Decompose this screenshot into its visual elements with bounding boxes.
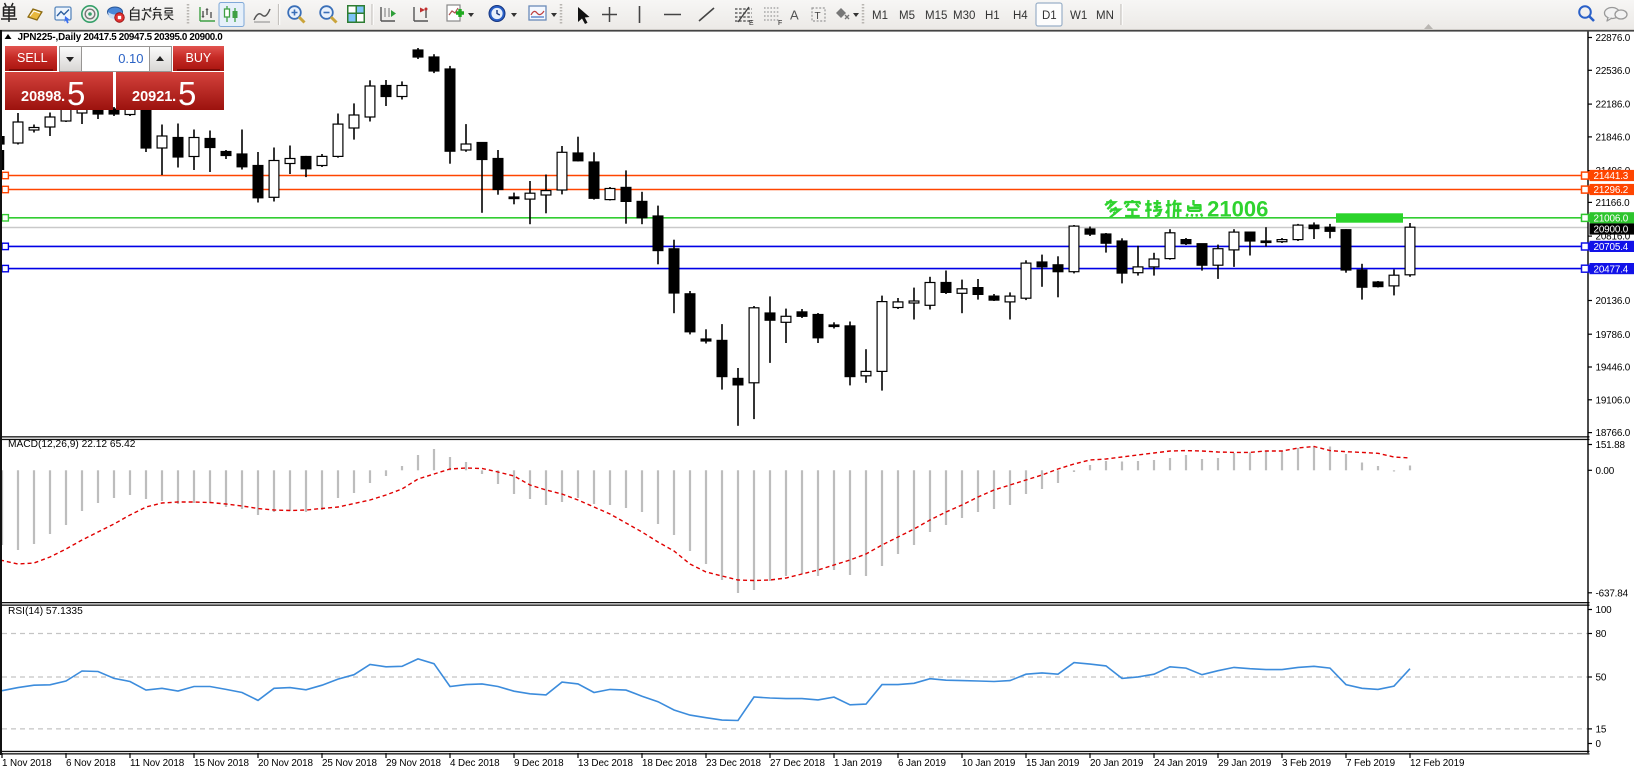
svg-text:6 Nov 2018: 6 Nov 2018	[66, 758, 116, 769]
svg-text:20 Nov 2018: 20 Nov 2018	[258, 758, 314, 769]
svg-text:1 Jan 2019: 1 Jan 2019	[834, 758, 882, 769]
svg-text:50: 50	[1596, 673, 1607, 684]
svg-text:13 Dec 2018: 13 Dec 2018	[578, 758, 634, 769]
svg-text:3 Feb 2019: 3 Feb 2019	[1282, 758, 1332, 769]
svg-text:M1: M1	[872, 10, 888, 22]
svg-text:JPN225-,Daily: JPN225-,Daily	[18, 32, 82, 43]
svg-text:4 Dec 2018: 4 Dec 2018	[450, 758, 500, 769]
svg-text:20816.0: 20816.0	[1596, 232, 1631, 243]
svg-text:10 Jan 2019: 10 Jan 2019	[962, 758, 1016, 769]
svg-text:11 Nov 2018: 11 Nov 2018	[130, 758, 185, 769]
svg-text:0: 0	[1596, 739, 1602, 750]
svg-text:21006.0: 21006.0	[1594, 214, 1629, 225]
svg-text:19786.0: 19786.0	[1596, 330, 1631, 341]
svg-text:29 Nov 2018: 29 Nov 2018	[386, 758, 442, 769]
svg-text:22536.0: 22536.0	[1596, 66, 1631, 77]
svg-text:19106.0: 19106.0	[1596, 395, 1631, 406]
svg-text:20477.4: 20477.4	[1594, 264, 1629, 275]
svg-text:M30: M30	[953, 10, 975, 22]
svg-text:151.88: 151.88	[1596, 440, 1626, 451]
svg-text:12 Feb 2019: 12 Feb 2019	[1410, 758, 1465, 769]
svg-text:22876.0: 22876.0	[1596, 33, 1631, 44]
svg-text:18 Dec 2018: 18 Dec 2018	[642, 758, 698, 769]
svg-text:H4: H4	[1013, 10, 1028, 22]
svg-text:24 Jan 2019: 24 Jan 2019	[1154, 758, 1208, 769]
svg-text:20417.5 20947.5 20395.0 20900.: 20417.5 20947.5 20395.0 20900.0	[83, 32, 223, 43]
svg-text:21166.0: 21166.0	[1596, 198, 1631, 209]
svg-text:15: 15	[1596, 725, 1607, 736]
svg-text:6 Jan 2019: 6 Jan 2019	[898, 758, 946, 769]
svg-text:MN: MN	[1096, 10, 1114, 22]
svg-text:21296.2: 21296.2	[1594, 185, 1629, 196]
svg-text:E: E	[749, 20, 754, 27]
svg-text:9 Dec 2018: 9 Dec 2018	[514, 758, 564, 769]
svg-text:29 Jan 2019: 29 Jan 2019	[1218, 758, 1272, 769]
svg-text:M5: M5	[899, 10, 915, 22]
svg-text:D1: D1	[1042, 10, 1057, 22]
svg-text:20 Jan 2019: 20 Jan 2019	[1090, 758, 1144, 769]
svg-text:23 Dec 2018: 23 Dec 2018	[706, 758, 762, 769]
svg-text:W1: W1	[1070, 10, 1087, 22]
svg-text:80: 80	[1596, 629, 1607, 640]
svg-text:21006: 21006	[1207, 197, 1268, 222]
svg-text:H1: H1	[985, 10, 1000, 22]
svg-text:18766.0: 18766.0	[1596, 428, 1631, 439]
svg-text:100: 100	[1596, 605, 1613, 616]
svg-text:22186.0: 22186.0	[1596, 100, 1631, 111]
svg-text:20900.0: 20900.0	[1594, 225, 1629, 236]
svg-text:21846.0: 21846.0	[1596, 133, 1631, 144]
svg-text:-637.84: -637.84	[1596, 588, 1629, 599]
svg-text:A: A	[790, 8, 799, 23]
svg-text:20705.4: 20705.4	[1594, 242, 1629, 253]
svg-text:T: T	[815, 11, 821, 22]
svg-text:1 Nov 2018: 1 Nov 2018	[2, 758, 52, 769]
svg-text:MACD(12,26,9) 22.12 65.42: MACD(12,26,9) 22.12 65.42	[8, 439, 136, 450]
svg-text:RSI(14) 57.1335: RSI(14) 57.1335	[8, 606, 83, 617]
svg-text:7 Feb 2019: 7 Feb 2019	[1346, 758, 1396, 769]
svg-text:15 Jan 2019: 15 Jan 2019	[1026, 758, 1080, 769]
svg-text:25 Nov 2018: 25 Nov 2018	[322, 758, 378, 769]
svg-text:M15: M15	[925, 10, 947, 22]
svg-text:20136.0: 20136.0	[1596, 296, 1631, 307]
svg-text:F: F	[778, 20, 782, 27]
svg-text:27 Dec 2018: 27 Dec 2018	[770, 758, 826, 769]
svg-text:19446.0: 19446.0	[1596, 363, 1631, 374]
svg-text:0.00: 0.00	[1596, 466, 1615, 477]
svg-text:21441.3: 21441.3	[1594, 171, 1629, 182]
svg-text:15 Nov 2018: 15 Nov 2018	[194, 758, 250, 769]
